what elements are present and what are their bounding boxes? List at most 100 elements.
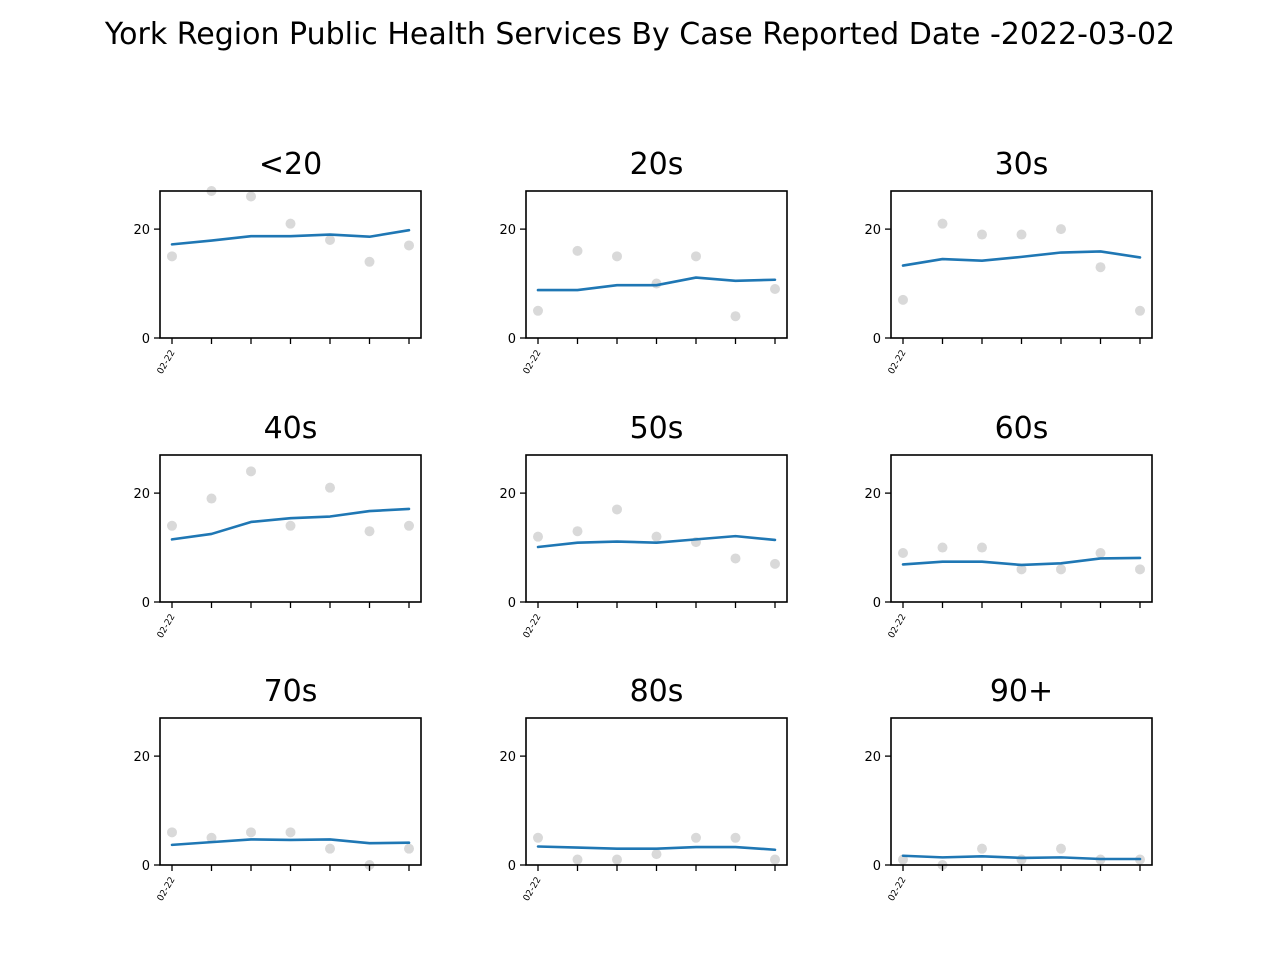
data-point bbox=[285, 827, 296, 838]
axes-frame bbox=[159, 190, 422, 339]
data-point bbox=[1095, 548, 1106, 558]
y-tick-label: 0 bbox=[508, 859, 516, 874]
data-point bbox=[898, 548, 908, 558]
data-point bbox=[1016, 564, 1027, 575]
y-tick-label: 20 bbox=[133, 487, 150, 502]
panel-3: 40s 0 20 02-22 bbox=[133, 411, 422, 641]
y-tick-label: 0 bbox=[873, 332, 881, 347]
panel-title: 90+ bbox=[990, 674, 1053, 709]
panel-7: 80s 0 20 02-22 bbox=[499, 674, 788, 904]
panel-title: 80s bbox=[630, 674, 684, 709]
data-point bbox=[404, 843, 414, 854]
data-point bbox=[206, 832, 217, 843]
x-tick-label: 02-22 bbox=[522, 613, 544, 641]
data-point bbox=[364, 526, 375, 537]
data-point bbox=[246, 191, 256, 202]
y-tick-label: 0 bbox=[508, 332, 516, 347]
y-tick-label: 20 bbox=[864, 223, 881, 238]
data-point bbox=[730, 832, 741, 843]
data-point bbox=[770, 284, 780, 294]
y-tick-label: 20 bbox=[864, 487, 881, 502]
data-point bbox=[937, 218, 948, 229]
x-tick-label: 02-22 bbox=[887, 349, 909, 377]
trend-line bbox=[170, 507, 411, 541]
y-tick-label: 0 bbox=[508, 596, 516, 611]
panel-6: 70s 0 20 02-22 bbox=[133, 674, 422, 903]
x-tick-label: 02-22 bbox=[156, 349, 178, 377]
data-point bbox=[730, 553, 741, 564]
data-point bbox=[572, 854, 583, 865]
panel-title: 30s bbox=[995, 147, 1049, 182]
data-point bbox=[1056, 224, 1066, 235]
data-point bbox=[404, 240, 414, 251]
data-point bbox=[977, 843, 987, 854]
trend-line bbox=[170, 228, 411, 246]
panel-grid: <20 0 20 02-22 20s 0 20 02-22 30s 0 20 02-22 40s 0 20 0… bbox=[133, 147, 1153, 904]
trend-line bbox=[170, 838, 411, 847]
panel-title: 70s bbox=[264, 674, 318, 709]
data-point bbox=[898, 294, 908, 305]
panel-title: 60s bbox=[995, 411, 1049, 446]
data-point bbox=[691, 251, 701, 262]
data-point bbox=[533, 832, 543, 843]
axes-frame bbox=[525, 717, 788, 866]
y-tick-label: 20 bbox=[864, 750, 881, 765]
data-point bbox=[533, 531, 543, 542]
trend-line bbox=[901, 854, 1142, 861]
data-point bbox=[691, 832, 701, 843]
data-point bbox=[167, 827, 177, 838]
axes-frame bbox=[890, 190, 1153, 339]
trend-line bbox=[901, 556, 1142, 567]
data-point bbox=[285, 218, 296, 229]
data-point bbox=[730, 311, 741, 322]
data-point bbox=[651, 849, 662, 860]
axes-frame bbox=[890, 717, 1153, 866]
x-tick-label: 02-22 bbox=[522, 349, 544, 377]
data-point bbox=[325, 482, 335, 493]
trend-line bbox=[901, 250, 1142, 267]
data-point bbox=[572, 245, 583, 256]
data-point bbox=[977, 229, 987, 240]
trend-line bbox=[536, 276, 777, 292]
data-point bbox=[770, 558, 780, 569]
data-point bbox=[325, 843, 335, 854]
data-point bbox=[325, 235, 335, 245]
x-tick-label: 02-22 bbox=[887, 613, 909, 641]
y-tick-label: 20 bbox=[499, 223, 516, 238]
panel-8: 90+ 0 20 02-22 bbox=[864, 674, 1153, 903]
panel-1: 20s 0 20 02-22 bbox=[499, 147, 788, 377]
data-point bbox=[1095, 262, 1106, 273]
y-tick-label: 20 bbox=[499, 750, 516, 765]
data-point bbox=[937, 542, 948, 553]
data-point bbox=[533, 305, 543, 316]
data-point bbox=[404, 520, 414, 531]
data-point bbox=[1135, 305, 1145, 316]
axes-frame bbox=[525, 454, 788, 603]
data-point bbox=[1135, 564, 1145, 575]
y-tick-label: 20 bbox=[133, 750, 150, 765]
data-point bbox=[612, 251, 622, 262]
panel-title: 20s bbox=[630, 147, 684, 182]
data-point bbox=[572, 526, 583, 537]
y-tick-label: 20 bbox=[499, 487, 516, 502]
data-point bbox=[167, 520, 177, 531]
panel-title: 40s bbox=[264, 411, 318, 446]
data-point bbox=[246, 827, 256, 838]
panel-title: 50s bbox=[630, 411, 684, 446]
trend-line bbox=[536, 534, 777, 549]
y-tick-label: 0 bbox=[142, 596, 150, 611]
x-tick-label: 02-22 bbox=[156, 613, 178, 641]
panel-title: <20 bbox=[259, 147, 322, 182]
y-tick-label: 0 bbox=[873, 596, 881, 611]
chart-title: York Region Public Health Services By Ca… bbox=[104, 17, 1175, 52]
data-point bbox=[206, 493, 217, 504]
data-point bbox=[285, 520, 296, 531]
axes-frame bbox=[890, 454, 1153, 603]
data-point bbox=[651, 531, 662, 542]
y-tick-label: 20 bbox=[133, 223, 150, 238]
data-point bbox=[770, 854, 780, 865]
data-point bbox=[1056, 564, 1066, 575]
y-tick-label: 0 bbox=[873, 859, 881, 874]
data-point bbox=[1016, 229, 1027, 240]
x-tick-label: 02-22 bbox=[522, 876, 544, 904]
